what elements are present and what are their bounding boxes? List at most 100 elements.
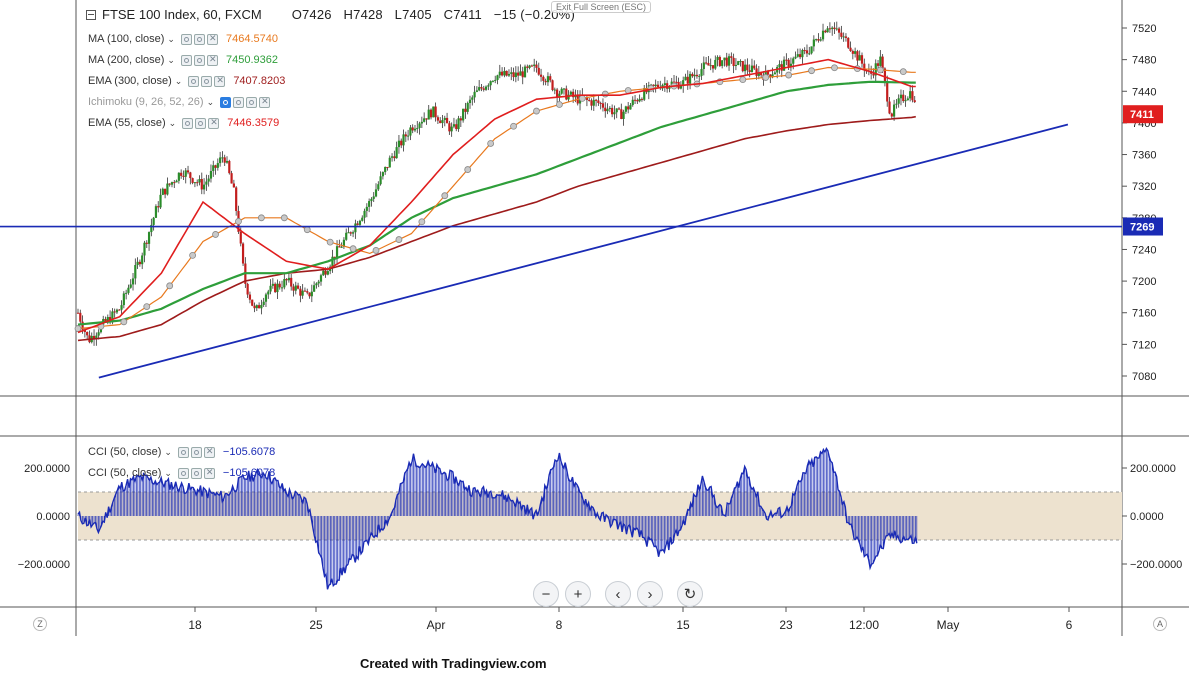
eye-icon[interactable] — [177, 446, 189, 458]
close-icon[interactable] — [206, 54, 218, 66]
candle-body — [539, 74, 543, 77]
eye-icon[interactable] — [188, 75, 200, 87]
price-tick-label: 7320 — [1132, 181, 1156, 193]
candle-body — [143, 242, 146, 256]
candle-body — [264, 294, 268, 302]
legend-row[interactable]: MA (100, close)⌄ 7464.5740 — [88, 30, 278, 48]
candle-body — [757, 72, 760, 76]
candle-body — [510, 72, 513, 74]
legend-row[interactable]: EMA (300, close)⌄ 7407.8203 — [88, 72, 285, 90]
candle-body — [416, 127, 419, 129]
zoom-out-button[interactable]: − — [533, 581, 559, 607]
chevron-down-icon[interactable]: ⌄ — [164, 467, 172, 478]
gear-icon[interactable] — [193, 54, 205, 66]
candle-body — [705, 62, 708, 64]
close-icon[interactable] — [206, 33, 218, 45]
candle-body — [296, 285, 300, 289]
candle-body — [682, 80, 685, 87]
candle-body — [902, 94, 905, 102]
candle-body — [468, 99, 472, 104]
close-icon[interactable] — [203, 446, 215, 458]
price-tick-label: 7480 — [1132, 55, 1156, 67]
eye-icon[interactable] — [180, 54, 192, 66]
zoom-in-button[interactable]: + — [565, 581, 591, 607]
legend-row[interactable]: EMA (55, close)⌄ 7446.3579 — [88, 114, 279, 132]
chevron-down-icon[interactable]: ⌄ — [168, 117, 177, 128]
candle-body — [168, 183, 171, 185]
link-icon[interactable] — [220, 96, 232, 108]
chevron-down-icon[interactable]: ⌄ — [167, 54, 175, 65]
ma-marker — [120, 318, 128, 326]
candle-body — [429, 109, 433, 118]
price-axis[interactable]: 7520748074407400736073207280724072007160… — [1122, 23, 1163, 383]
gear-icon[interactable] — [195, 117, 207, 129]
exit-fullscreen-button[interactable]: Exit Full Screen (ESC) — [551, 1, 652, 13]
chevron-down-icon[interactable]: ⌄ — [206, 96, 215, 107]
candle-body — [241, 243, 245, 264]
gear-icon[interactable] — [190, 446, 202, 458]
gear-icon[interactable] — [201, 75, 213, 87]
close-icon[interactable] — [259, 96, 271, 108]
gear-icon[interactable] — [246, 96, 258, 108]
ma-marker — [74, 325, 82, 332]
trend-line[interactable] — [98, 123, 1069, 379]
legend-row[interactable]: Ichimoku (9, 26, 52, 26) ⌄ — [88, 93, 278, 111]
candle-body — [652, 84, 655, 87]
legend-row[interactable]: CCI (50, close)⌄ −105.6078 — [88, 443, 275, 461]
candle-body — [560, 88, 563, 94]
candle-body — [604, 107, 607, 112]
candle-body — [611, 107, 614, 115]
candle-body — [368, 201, 371, 207]
candle-body — [743, 64, 747, 72]
eye-icon[interactable] — [180, 33, 192, 45]
candle-body — [828, 28, 832, 30]
candle-body — [656, 84, 660, 88]
zoom-corner-icon[interactable]: Z — [33, 617, 47, 631]
candle-body — [597, 100, 600, 103]
cci-pane[interactable] — [77, 446, 1122, 590]
candle-body — [115, 309, 119, 313]
candle-body — [500, 71, 504, 76]
symbol-title[interactable]: FTSE 100 Index, 60, FXCM — [102, 7, 262, 22]
close-icon[interactable] — [203, 467, 215, 479]
gear-icon[interactable] — [193, 33, 205, 45]
eye-icon[interactable] — [182, 117, 194, 129]
candle-body — [248, 294, 252, 300]
candle-body — [269, 285, 272, 292]
candle-body — [464, 108, 467, 112]
eye-icon[interactable] — [233, 96, 245, 108]
close-icon[interactable] — [214, 75, 226, 87]
legend-row[interactable]: MA (200, close)⌄ 7450.9362 — [88, 51, 278, 69]
collapse-icon[interactable] — [86, 9, 96, 20]
candle-body — [741, 61, 744, 72]
price-pane[interactable] — [0, 21, 1122, 379]
auto-scale-corner-icon[interactable]: A — [1153, 617, 1167, 631]
candle-body — [480, 87, 483, 89]
chevron-down-icon[interactable]: ⌄ — [167, 33, 175, 44]
eye-icon[interactable] — [177, 467, 189, 479]
candle-body — [769, 74, 772, 78]
chevron-down-icon[interactable]: ⌄ — [174, 75, 183, 86]
candle-body — [883, 68, 887, 82]
price-tick-label: 7440 — [1132, 86, 1156, 98]
candle-body — [113, 311, 116, 313]
gear-icon[interactable] — [190, 467, 202, 479]
cci-axis[interactable]: 200.0000 200.0000 0.0000 0.0000 −200.0000 −20… — [18, 463, 1183, 571]
candle-body — [629, 105, 632, 110]
candle-body — [636, 100, 639, 102]
candle-body — [448, 123, 451, 132]
time-axis[interactable]: 18 25 Apr 8 15 23 12:00 May 6 — [188, 607, 1073, 632]
scroll-left-button[interactable]: ‹ — [605, 581, 631, 607]
reset-chart-button[interactable]: ↻ — [677, 581, 703, 607]
close-icon[interactable] — [208, 117, 220, 129]
candle-body — [209, 170, 213, 179]
ma-marker — [876, 66, 884, 74]
price-tick-label: 7160 — [1132, 308, 1156, 320]
candle-body — [225, 160, 229, 163]
candle-body — [693, 74, 696, 77]
candle-body — [97, 332, 100, 336]
legend-row[interactable]: CCI (50, close)⌄ −105.6078 — [88, 464, 275, 482]
chevron-down-icon[interactable]: ⌄ — [164, 446, 172, 457]
scroll-right-button[interactable]: › — [637, 581, 663, 607]
